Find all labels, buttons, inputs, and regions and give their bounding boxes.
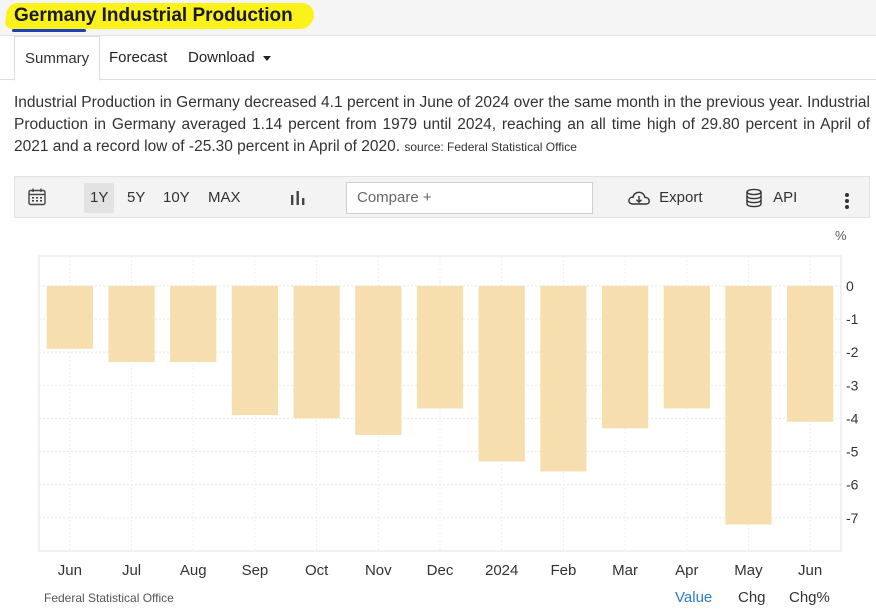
value-toggle[interactable]: Value [675, 589, 713, 606]
export-button[interactable]: Export [627, 177, 703, 219]
page-title: Germany Industrial Production [14, 5, 293, 26]
caret-down-icon [262, 55, 271, 61]
bar [663, 285, 710, 409]
tab-download[interactable]: Download [178, 36, 281, 80]
x-tick-label: Feb [550, 562, 576, 579]
x-tick-label: Jun [58, 562, 82, 579]
title-underline [12, 29, 86, 32]
tab-summary[interactable]: Summary [14, 36, 101, 81]
bar-chart: 0 -1 -2 -3 -4 -5 -6 -7 Jun Jul Aug Sep Oct Nov Dec 202… [38, 228, 859, 579]
chart-toolbar: 1Y 5Y 10Y MAX Compare + Export API [14, 176, 870, 218]
tab-summary-label: Summary [25, 50, 90, 67]
bar [540, 285, 587, 472]
tab-forecast[interactable]: Forecast [99, 36, 177, 80]
y-tick-label: -7 [846, 510, 859, 526]
bar [725, 285, 772, 525]
x-tick-label: Jun [798, 562, 822, 579]
x-tick-label: Jul [122, 562, 141, 579]
x-tick-label: Mar [612, 562, 638, 579]
chart-container: 0 -1 -2 -3 -4 -5 -6 -7 Jun Jul Aug Sep Oct Nov Dec 202… [14, 218, 870, 614]
api-label: API [773, 189, 798, 206]
x-tick-label: Nov [365, 562, 392, 579]
y-tick-label: -3 [846, 377, 859, 393]
tab-download-label: Download [188, 49, 255, 66]
y-tick-label: 0 [846, 278, 854, 294]
bar [231, 285, 279, 416]
tab-bar: Summary Forecast Download [0, 36, 876, 81]
bar [355, 285, 402, 435]
tab-forecast-label: Forecast [109, 49, 168, 66]
y-tick-label: -5 [846, 444, 859, 460]
cloud-download-icon [628, 191, 650, 205]
description: Industrial Production in Germany decreas… [14, 92, 870, 158]
bar [601, 285, 649, 429]
compare-input[interactable]: Compare + [346, 182, 593, 214]
bar [170, 285, 217, 363]
api-button[interactable]: API [745, 177, 797, 219]
y-tick-label: -2 [846, 344, 859, 360]
description-source: source: Federal Statistical Office [404, 140, 577, 154]
x-tick-label: Dec [427, 562, 454, 579]
chart-source: Federal Statistical Office [44, 591, 174, 605]
chart-type-icon[interactable] [290, 189, 306, 207]
range-5y-button[interactable]: 5Y [127, 189, 146, 206]
y-tick-label: -4 [846, 410, 859, 426]
range-10y-button[interactable]: 10Y [163, 189, 190, 206]
x-tick-label: Oct [305, 562, 329, 579]
bar [108, 285, 155, 363]
x-tick-label: Aug [180, 562, 207, 579]
bar [478, 285, 525, 462]
bar [46, 285, 93, 349]
bar [416, 285, 464, 409]
more-options-icon[interactable] [845, 191, 849, 209]
x-tick-label: May [734, 562, 763, 579]
range-1y-button[interactable]: 1Y [84, 183, 115, 213]
x-tick-label: Sep [242, 562, 269, 579]
export-label: Export [659, 189, 703, 206]
y-tick-label: -1 [846, 311, 859, 327]
title-bar: Germany Industrial Production [0, 0, 876, 36]
description-text: Industrial Production in Germany decreas… [14, 94, 870, 155]
chgpct-toggle[interactable]: Chg% [789, 589, 830, 606]
y-unit-label: % [835, 228, 847, 243]
range-max-button[interactable]: MAX [208, 189, 241, 206]
y-tick-label: -6 [846, 477, 859, 493]
chg-toggle[interactable]: Chg [738, 589, 766, 606]
x-tick-label: Apr [675, 562, 698, 579]
bar [293, 285, 340, 419]
x-tick-label: 2024 [485, 562, 518, 579]
calendar-icon[interactable] [27, 187, 47, 209]
bar [787, 285, 834, 422]
database-icon [746, 188, 762, 208]
